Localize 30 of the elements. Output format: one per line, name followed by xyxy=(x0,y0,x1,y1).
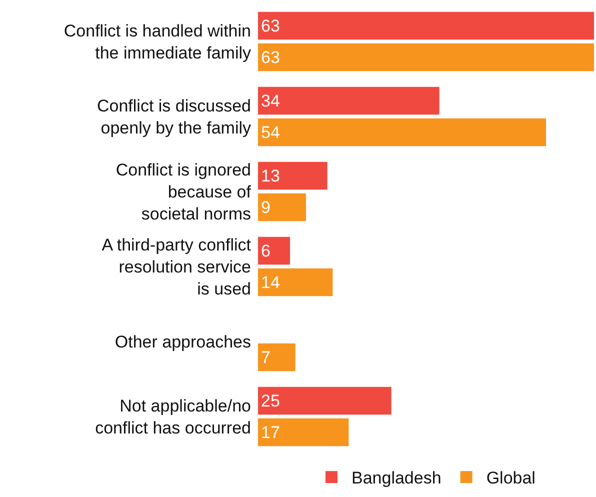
data-label: 34 xyxy=(261,91,280,110)
bar xyxy=(258,236,290,265)
data-label: 14 xyxy=(261,272,280,292)
data-label: 6 xyxy=(261,241,270,260)
bar xyxy=(258,86,440,115)
bar xyxy=(258,343,296,372)
data-label: 9 xyxy=(261,198,270,217)
bar xyxy=(258,193,306,222)
data-label: 13 xyxy=(261,166,280,186)
data-label: 25 xyxy=(261,391,280,410)
bar xyxy=(258,386,392,415)
data-label: 7 xyxy=(261,348,270,367)
bar xyxy=(258,118,546,146)
y-tick-label: A third-party conflict resolution service is used xyxy=(102,235,252,299)
bar xyxy=(258,43,594,72)
data-label: 54 xyxy=(261,122,280,142)
bar xyxy=(258,268,333,296)
y-tick-label: Conflict is handled within the immediate family xyxy=(64,21,252,62)
bar xyxy=(258,162,328,190)
bar xyxy=(258,12,594,40)
bar xyxy=(258,418,349,446)
y-tick-label: Conflict is ignored because of societal norms xyxy=(116,160,252,224)
y-tick-label: Not applicable/no conflict has occurred xyxy=(95,396,251,438)
data-label: 63 xyxy=(261,16,280,36)
y-tick-label: Conflict is discussed openly by the family xyxy=(96,96,252,138)
y-tick-label: Other approaches xyxy=(114,332,251,352)
legend-label: Global xyxy=(486,468,536,488)
legend-label: Bangladesh xyxy=(352,468,442,488)
data-label: 63 xyxy=(261,48,280,67)
data-label: 17 xyxy=(261,422,280,442)
